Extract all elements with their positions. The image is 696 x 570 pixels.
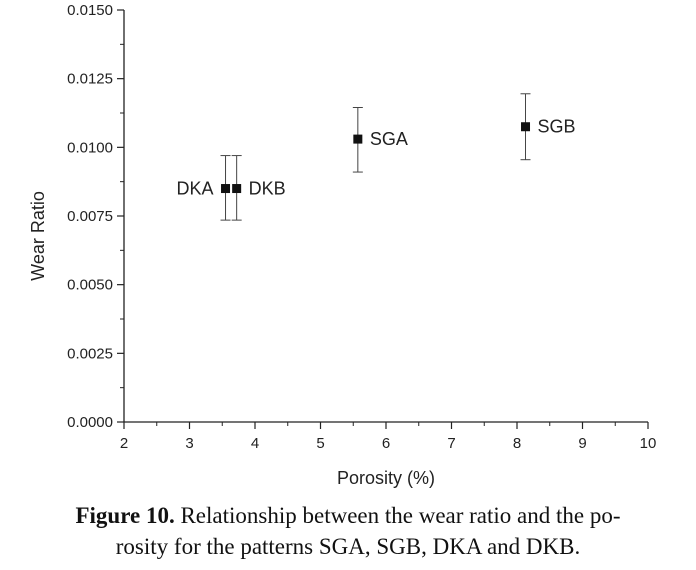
point-label-dka: DKA [177, 179, 214, 199]
y-tick-label: 0.0100 [67, 139, 113, 156]
x-tick-label: 8 [513, 435, 521, 452]
x-tick-label: 10 [640, 435, 657, 452]
x-tick-label: 7 [447, 435, 455, 452]
point-labels: DKA DKB SGA SGB [177, 117, 576, 199]
y-tick-label: 0.0025 [67, 345, 113, 362]
axes [123, 10, 648, 423]
scatter-chart: 2 3 4 5 6 7 8 9 10 0.0000 0.0025 0.0050 0.0075 0.0100… [28, 2, 656, 488]
figure-caption: Figure 10. Relationship between the wear… [0, 500, 696, 562]
y-tick-label: 0.0050 [67, 277, 113, 294]
data-markers [221, 122, 531, 194]
tick-labels: 2 3 4 5 6 7 8 9 10 0.0000 0.0025 0.0050 0.0075 0.0100… [67, 2, 656, 452]
x-tick-label: 5 [316, 435, 324, 452]
marker-sgb [521, 122, 531, 132]
point-label-sga: SGA [370, 129, 408, 149]
y-tick-label: 0.0000 [67, 414, 113, 431]
x-tick-label: 9 [578, 435, 586, 452]
caption-line-1: Figure 10. Relationship between the wear… [0, 500, 696, 531]
x-tick-label: 3 [185, 435, 193, 452]
point-label-sgb: SGB [538, 117, 576, 137]
y-tick-label: 0.0075 [67, 208, 113, 225]
marker-sga [353, 134, 363, 144]
caption-figure-label: Figure 10. [75, 503, 175, 528]
tick-marks [117, 9, 649, 429]
marker-dkb [232, 184, 242, 194]
x-tick-label: 2 [120, 435, 128, 452]
x-tick-label: 4 [251, 435, 259, 452]
x-axis-title: Porosity (%) [337, 468, 435, 488]
x-tick-label: 6 [382, 435, 390, 452]
y-tick-label: 0.0125 [67, 71, 113, 88]
error-bars [220, 93, 531, 221]
caption-text-line-2: rosity for the patterns SGA, SGB, DKA an… [115, 534, 581, 559]
caption-text-line-1: Relationship between the wear ratio and … [180, 503, 621, 528]
y-axis-title: Wear Ratio [28, 191, 48, 281]
y-tick-label: 0.0150 [67, 2, 113, 19]
point-label-dkb: DKB [249, 179, 286, 199]
marker-dka [221, 184, 231, 194]
